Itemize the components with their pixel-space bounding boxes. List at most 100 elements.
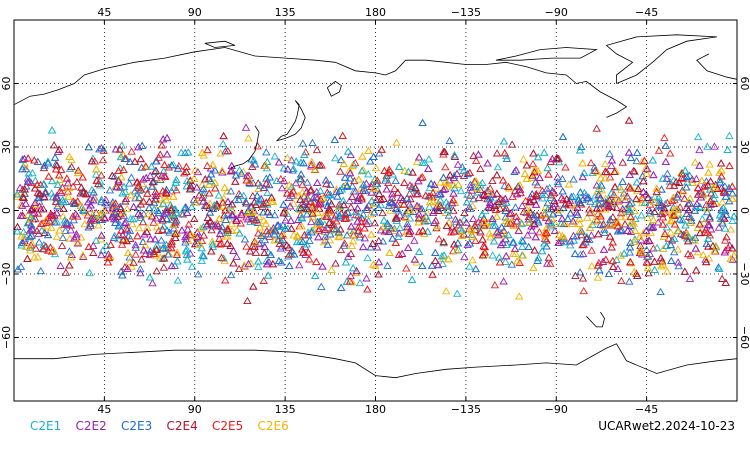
lat-tick-label-right: 0 [738,207,750,214]
observation-marker [296,203,306,212]
observation-marker [111,199,120,207]
observation-marker [548,187,557,195]
observation-marker [89,241,98,249]
observation-marker [89,214,98,223]
observation-marker [167,206,176,214]
observation-marker [666,240,675,249]
observation-marker [492,170,502,179]
observation-marker [613,218,623,227]
observation-marker [357,166,367,175]
observation-marker [338,131,347,139]
observation-marker [119,235,128,244]
observation-marker [333,192,342,200]
observation-marker [541,229,550,237]
observation-marker [447,228,456,236]
observation-marker [518,237,528,245]
observation-marker [627,198,636,206]
observation-marker [540,239,549,247]
observation-marker [287,189,296,197]
observation-marker [688,178,697,186]
observation-marker [534,253,543,262]
observation-marker [382,174,391,182]
observation-marker [158,225,167,233]
observation-marker [151,191,160,199]
observation-marker [71,210,80,218]
observation-marker [277,258,286,266]
observation-marker [315,217,325,225]
observation-marker [212,202,222,210]
observation-marker [148,177,157,186]
observation-marker [639,228,648,237]
observation-marker [290,250,299,258]
observation-marker [193,167,203,176]
observation-marker [589,217,599,225]
observation-marker [172,185,181,194]
observation-marker [125,253,134,261]
observation-marker [262,179,271,187]
observation-marker [444,201,453,209]
observation-marker [625,243,635,251]
observation-marker [715,175,725,183]
observation-marker [221,215,230,223]
observation-marker [557,219,566,227]
observation-marker [319,211,329,220]
observation-marker [167,209,176,218]
observation-marker [468,201,477,210]
observation-marker [402,194,412,202]
observation-marker [71,199,80,207]
lat-tick-label-left: −60 [0,326,13,349]
observation-marker [144,203,154,212]
observation-marker [721,236,730,244]
observation-marker [108,171,117,179]
observation-marker [284,243,293,251]
observation-marker [160,160,169,169]
observation-marker [24,154,33,162]
observation-marker [327,265,336,273]
observation-marker [198,148,207,156]
observation-marker [667,236,677,244]
observation-marker [702,204,711,212]
observation-marker [600,225,609,233]
observation-marker [716,159,726,167]
observation-marker [23,210,33,218]
observation-marker [98,246,107,254]
observation-marker [21,199,30,207]
observation-marker [37,226,46,234]
observation-marker [77,183,86,191]
observation-marker [139,209,148,218]
observation-marker [454,180,463,188]
observation-marker [376,195,385,204]
observation-marker [97,195,106,203]
observation-marker [421,191,430,199]
observation-marker [363,253,372,262]
observation-marker [703,228,712,236]
observation-marker [692,174,701,182]
observation-marker [172,175,181,183]
observation-marker [187,231,196,239]
observation-marker [207,225,216,234]
observation-marker [252,215,261,224]
observation-marker [158,186,167,195]
observation-marker [548,154,557,163]
observation-marker [128,214,138,223]
observation-marker [263,188,272,196]
observation-marker [210,201,219,209]
observation-marker [173,164,183,172]
observation-marker [103,258,113,266]
observation-marker [194,270,203,278]
observation-marker [629,166,638,175]
observation-marker [319,237,329,246]
observation-marker [331,153,340,162]
observation-marker [705,160,714,168]
observation-marker [453,289,462,297]
observation-marker [327,199,336,208]
observation-marker [49,141,59,149]
observation-marker [625,170,634,178]
observation-marker [348,236,358,245]
observation-marker [52,161,62,169]
observation-marker [430,218,439,226]
observation-marker [501,234,510,243]
observation-marker [171,205,180,213]
observation-marker [728,194,737,203]
observation-marker [703,220,713,228]
